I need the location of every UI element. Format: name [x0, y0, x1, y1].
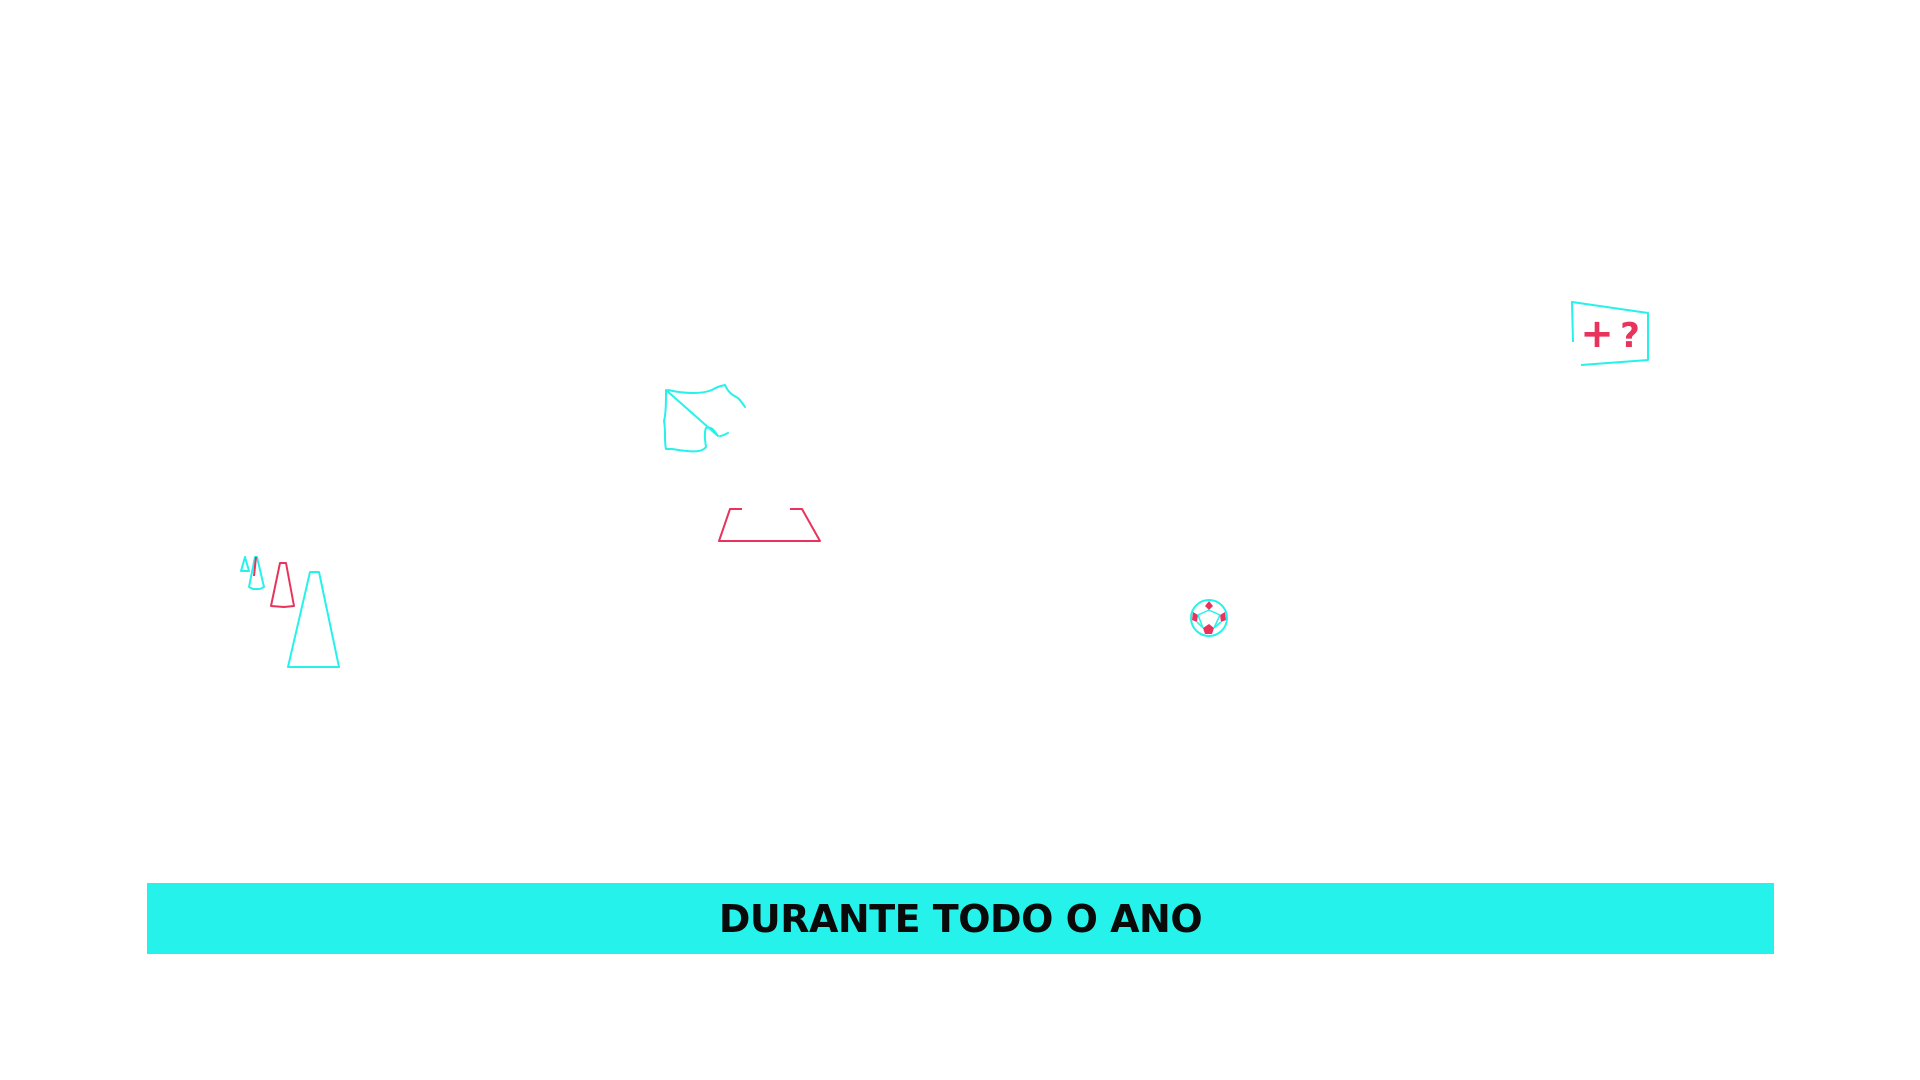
sign-plus: +: [1580, 311, 1614, 357]
banner-text: DURANTE TODO O ANO: [718, 896, 1203, 941]
question-sign-icon: + ?: [1571, 301, 1649, 366]
bottom-banner: DURANTE TODO O ANO: [147, 883, 1774, 954]
cone-icon: [240, 556, 250, 572]
cone-icon: [270, 562, 295, 608]
cones-group: [240, 556, 340, 668]
sign-question: ?: [1620, 316, 1640, 356]
shirt-icon: [663, 384, 746, 453]
cone-icon: [253, 556, 257, 577]
goal-base-icon: [718, 508, 821, 542]
cone-icon: [287, 571, 340, 668]
soccer-ball-icon: [1190, 599, 1228, 637]
